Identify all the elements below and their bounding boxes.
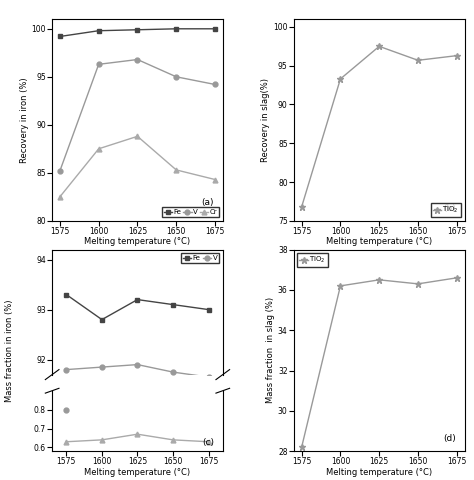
Legend: TiO$_2$: TiO$_2$ [431, 203, 461, 217]
Text: Mass fraction in iron (%): Mass fraction in iron (%) [5, 299, 14, 402]
V [57, 168, 63, 174]
Cr [64, 439, 69, 444]
TiO$_2$ [376, 277, 382, 283]
Cr [57, 194, 63, 200]
V [212, 82, 218, 87]
V [206, 374, 211, 380]
V [173, 74, 179, 80]
Cr [135, 432, 140, 437]
TiO$_2$ [415, 281, 421, 287]
Legend: TiO$_2$: TiO$_2$ [297, 253, 328, 267]
Cr [212, 177, 218, 182]
Text: (c): (c) [202, 438, 214, 447]
TiO$_2$ [415, 58, 421, 63]
Fe [64, 292, 69, 298]
X-axis label: Melting temperature (°C): Melting temperature (°C) [326, 238, 432, 246]
Y-axis label: Mass fraction  in slag (%): Mass fraction in slag (%) [266, 297, 275, 404]
X-axis label: Melting temperature (°C): Melting temperature (°C) [326, 468, 432, 477]
V [135, 57, 140, 62]
Fe [135, 27, 140, 33]
TiO$_2$ [299, 444, 304, 450]
Line: TiO$_2$: TiO$_2$ [298, 275, 460, 451]
Y-axis label: Recovery in iron (%): Recovery in iron (%) [19, 77, 28, 163]
Fe [99, 317, 105, 323]
V [99, 364, 105, 370]
TiO$_2$ [337, 283, 343, 289]
Y-axis label: Recovery in slag(%): Recovery in slag(%) [261, 78, 270, 162]
Fe [135, 297, 140, 302]
Fe [170, 302, 176, 308]
Line: Cr: Cr [57, 134, 218, 199]
TiO$_2$ [337, 76, 343, 82]
Fe [206, 307, 211, 312]
Cr [96, 146, 101, 152]
V [96, 61, 101, 67]
TiO$_2$ [376, 44, 382, 49]
TiO$_2$ [454, 275, 460, 281]
Cr [135, 133, 140, 139]
Cr [170, 437, 176, 443]
Line: Fe: Fe [64, 292, 211, 322]
Line: Fe: Fe [57, 26, 218, 39]
Fe [212, 26, 218, 32]
Legend: Fe, V, Cr: Fe, V, Cr [162, 207, 219, 217]
Cr [173, 167, 179, 173]
Fe [173, 26, 179, 32]
Legend: Fe, V: Fe, V [181, 253, 219, 263]
Text: (b): (b) [443, 204, 456, 213]
TiO$_2$ [299, 204, 304, 210]
Text: (a): (a) [202, 198, 214, 207]
Cr [206, 439, 211, 444]
Fe [96, 28, 101, 34]
X-axis label: Melting temperature (°C): Melting temperature (°C) [84, 468, 191, 477]
Line: V: V [57, 57, 218, 173]
X-axis label: Melting temperature (°C): Melting temperature (°C) [84, 238, 191, 246]
Cr [99, 437, 105, 443]
Line: V: V [64, 362, 211, 380]
Line: Cr: Cr [64, 432, 211, 444]
Text: (d): (d) [443, 434, 456, 443]
V [64, 367, 69, 372]
V [170, 369, 176, 375]
TiO$_2$ [454, 53, 460, 59]
V [135, 362, 140, 368]
Fe [57, 34, 63, 39]
Line: TiO$_2$: TiO$_2$ [298, 43, 460, 210]
